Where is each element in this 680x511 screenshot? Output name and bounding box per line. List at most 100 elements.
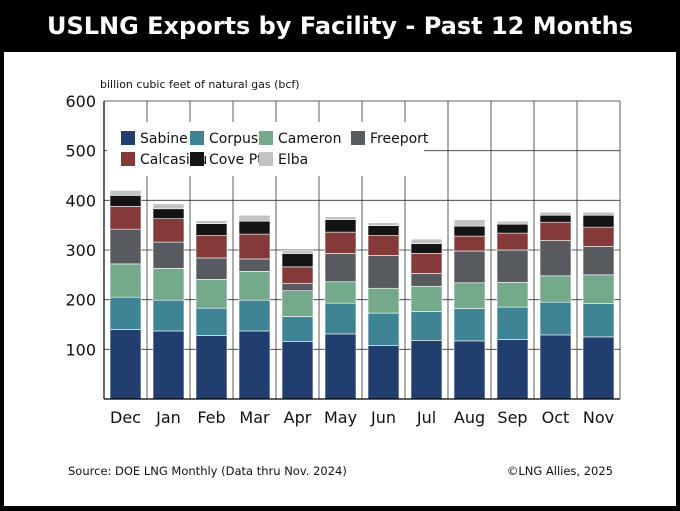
legend-swatch <box>121 131 135 145</box>
bar-segment-sabine-nov <box>582 336 615 400</box>
bar-segment-freeport-sep <box>496 249 529 283</box>
y-tick-label: 300 <box>65 241 96 260</box>
bar-segment-calcasieu-mar <box>238 233 271 260</box>
source-note: Source: DOE LNG Monthly (Data thru Nov. … <box>68 464 347 478</box>
legend-label: Freeport <box>370 131 429 147</box>
y-tick-label: 500 <box>65 142 96 161</box>
bar-segment-cove-pt-nov <box>582 214 615 228</box>
bar-segment-corpus-feb <box>195 307 228 336</box>
bar-segment-freeport-feb <box>195 257 228 280</box>
bar-segment-sabine-jul <box>410 340 443 400</box>
x-tick-label: Jun <box>370 408 396 427</box>
bar-segment-freeport-aug <box>453 250 486 284</box>
copyright-note: ©LNG Allies, 2025 <box>507 464 613 478</box>
bar-segment-cove-pt-may <box>324 219 357 233</box>
bar-segment-sabine-apr <box>281 341 314 400</box>
bar-segment-sabine-sep <box>496 339 529 400</box>
bar-segment-freeport-nov <box>582 246 615 276</box>
bar-segment-cove-pt-dec <box>109 195 142 207</box>
bar-segment-sabine-feb <box>195 335 228 400</box>
bar-segment-elba-jul <box>410 238 443 244</box>
x-tick-label: Apr <box>284 408 312 427</box>
legend-swatch <box>351 131 365 145</box>
bar-segment-cove-pt-oct <box>539 214 572 223</box>
bar-segment-sabine-jan <box>152 330 185 400</box>
legend-swatch <box>259 131 273 145</box>
x-tick-label: Sep <box>497 408 527 427</box>
bar-segment-cove-pt-jul <box>410 243 443 254</box>
y-tick-label: 100 <box>65 340 96 359</box>
x-tick-label: May <box>324 408 357 427</box>
bar-stacks <box>109 190 615 400</box>
bar-segment-corpus-may <box>324 302 357 335</box>
bar-segment-calcasieu-dec <box>109 205 142 230</box>
legend-label: Elba <box>278 152 308 168</box>
axes: 100 200 300 400 500 600 Dec Jan Feb Mar Apr May Jun J… <box>65 92 620 427</box>
bar-segment-freeport-mar <box>238 258 271 272</box>
bar-segment-cove-pt-apr <box>281 253 314 268</box>
bar-segment-corpus-mar <box>238 299 271 332</box>
bar-segment-sabine-aug <box>453 340 486 400</box>
x-tick-label: Aug <box>454 408 485 427</box>
bar-segment-corpus-jun <box>367 312 400 346</box>
legend-swatch <box>121 152 135 166</box>
bar-segment-calcasieu-jan <box>152 218 185 243</box>
bar-segment-cameron-aug <box>453 282 486 309</box>
chart-svg: billion cubic feet of natural gas (bcf) … <box>65 78 621 478</box>
bar-segment-calcasieu-oct <box>539 221 572 241</box>
x-tick-label: Feb <box>197 408 225 427</box>
legend-swatch <box>190 131 204 145</box>
bar-segment-cameron-sep <box>496 281 529 308</box>
bar-segment-cameron-may <box>324 281 357 304</box>
bar-segment-elba-aug <box>453 219 486 227</box>
bar-segment-elba-nov <box>582 211 615 216</box>
legend-label: Cameron <box>278 131 342 147</box>
bar-segment-cameron-feb <box>195 279 228 309</box>
bar-segment-corpus-aug <box>453 308 486 342</box>
bar-segment-cameron-jul <box>410 285 443 312</box>
bar-segment-cove-pt-aug <box>453 225 486 237</box>
x-tick-label: Dec <box>110 408 141 427</box>
x-tick-label: Oct <box>542 408 570 427</box>
bar-segment-cameron-oct <box>539 275 572 303</box>
legend-swatch <box>190 152 204 166</box>
y-axis-label: billion cubic feet of natural gas (bcf) <box>100 78 300 91</box>
bar-segment-sabine-dec <box>109 329 142 400</box>
bar-segment-sabine-mar <box>238 330 271 400</box>
bar-segment-corpus-oct <box>539 301 572 336</box>
bar-segment-elba-oct <box>539 211 572 216</box>
bar-segment-elba-feb <box>195 220 228 224</box>
bar-segment-corpus-jan <box>152 299 185 332</box>
bar-segment-cameron-nov <box>582 274 615 304</box>
bar-segment-cameron-jan <box>152 268 185 301</box>
bar-segment-calcasieu-jul <box>410 253 443 274</box>
bar-segment-elba-may <box>324 216 357 221</box>
bar-segment-corpus-sep <box>496 306 529 340</box>
x-tick-label: Jan <box>155 408 181 427</box>
bar-segment-cove-pt-jan <box>152 208 185 220</box>
bar-segment-calcasieu-jun <box>367 235 400 256</box>
bar-segment-sabine-jun <box>367 345 400 400</box>
x-tick-label: Mar <box>239 408 270 427</box>
bar-segment-calcasieu-nov <box>582 226 615 247</box>
bar-segment-corpus-apr <box>281 316 314 342</box>
x-tick-label: Jul <box>416 408 436 427</box>
bar-segment-freeport-apr <box>281 282 314 292</box>
bar-segment-cove-pt-sep <box>496 223 529 234</box>
bar-segment-freeport-jun <box>367 255 400 289</box>
bar-segment-elba-apr <box>281 250 314 254</box>
legend-label: Corpus <box>209 131 258 147</box>
bar-segment-freeport-jan <box>152 241 185 269</box>
bar-segment-elba-mar <box>238 214 271 222</box>
bar-segment-cove-pt-jun <box>367 225 400 236</box>
bar-segment-calcasieu-apr <box>281 266 314 284</box>
bar-segment-freeport-oct <box>539 240 572 277</box>
bar-segment-cameron-jun <box>367 287 400 314</box>
bar-segment-freeport-jul <box>410 273 443 287</box>
bar-segment-cove-pt-mar <box>238 220 271 235</box>
bar-segment-calcasieu-feb <box>195 235 228 259</box>
bar-segment-calcasieu-sep <box>496 232 529 251</box>
x-tick-label: Nov <box>583 408 614 427</box>
